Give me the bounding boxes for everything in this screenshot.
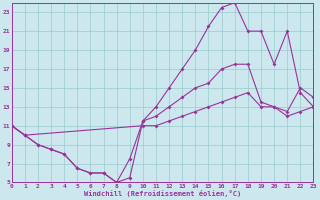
X-axis label: Windchill (Refroidissement éolien,°C): Windchill (Refroidissement éolien,°C)	[84, 190, 241, 197]
